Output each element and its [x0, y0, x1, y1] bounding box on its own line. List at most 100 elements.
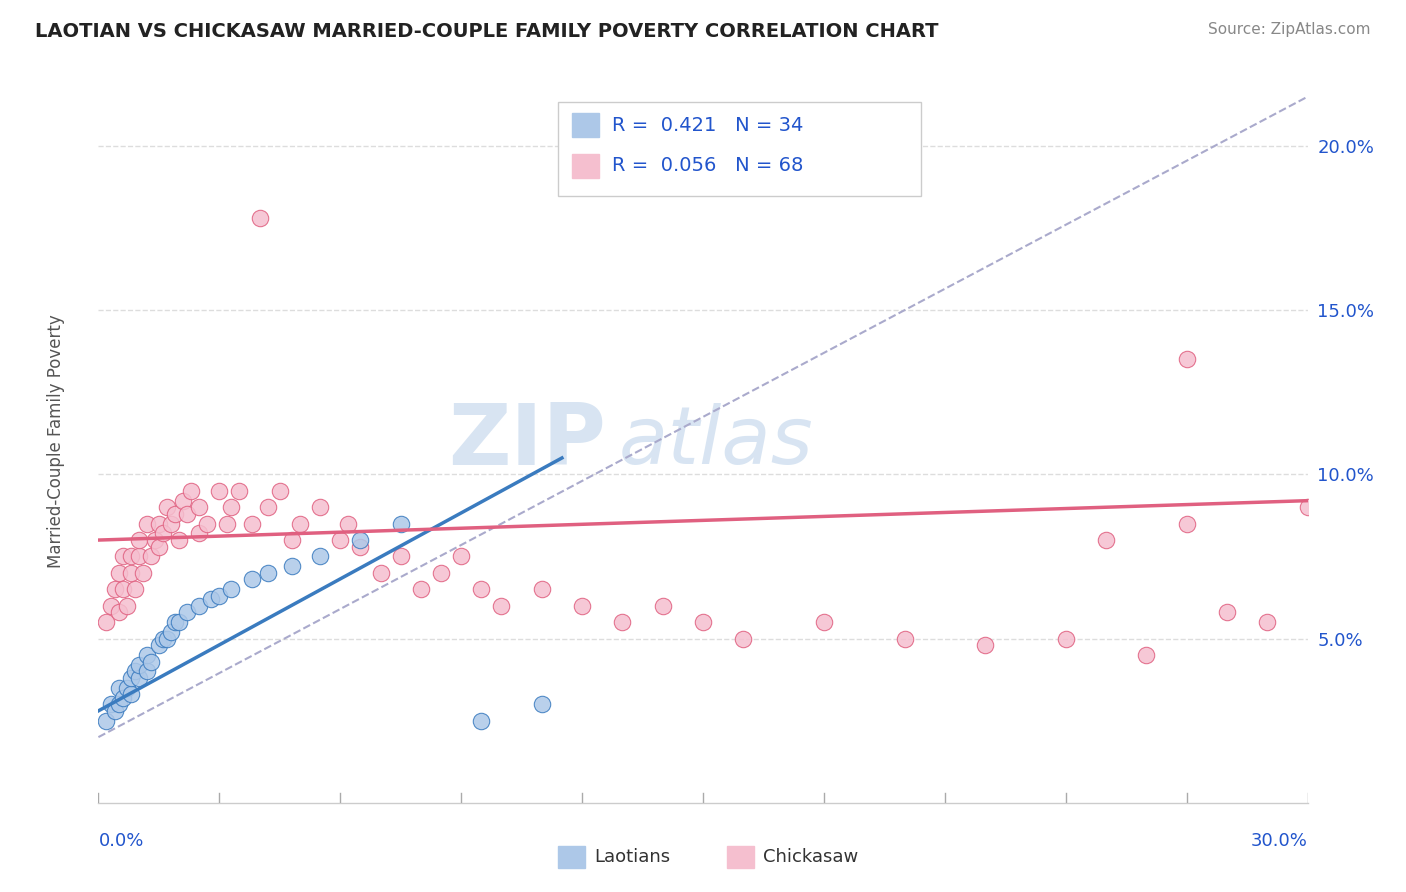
Text: Laotians: Laotians [595, 848, 671, 866]
Point [167, 615, 190, 630]
Point [96, 615, 118, 630]
Point [128, 657, 150, 672]
Point [172, 493, 194, 508]
Point [389, 549, 412, 564]
Point [148, 540, 170, 554]
Point [163, 615, 186, 630]
Point [152, 632, 174, 646]
Point [329, 533, 352, 547]
Point [111, 690, 134, 705]
Point [180, 483, 202, 498]
Point [115, 599, 138, 613]
Point [163, 507, 186, 521]
Point [176, 507, 198, 521]
Point [100, 698, 122, 712]
Point [530, 698, 553, 712]
Point [124, 582, 146, 597]
Bar [727, 847, 754, 868]
Point [195, 516, 218, 531]
Text: Source: ZipAtlas.com: Source: ZipAtlas.com [1208, 22, 1371, 37]
Point [974, 638, 997, 652]
Point [733, 632, 755, 646]
Point [692, 615, 714, 630]
Point [1256, 615, 1278, 630]
Point [221, 582, 243, 597]
FancyBboxPatch shape [558, 102, 921, 196]
Text: ZIP: ZIP [449, 400, 606, 483]
Point [389, 516, 412, 531]
Point [188, 599, 211, 613]
Text: Chickasaw: Chickasaw [763, 848, 859, 866]
Point [200, 592, 222, 607]
Point [107, 681, 129, 695]
Point [228, 483, 250, 498]
Point [309, 500, 332, 515]
Point [115, 681, 138, 695]
Point [103, 582, 125, 597]
Point [893, 632, 915, 646]
Point [651, 599, 673, 613]
Point [221, 500, 243, 515]
Point [281, 559, 304, 574]
Point [139, 655, 162, 669]
Point [128, 671, 150, 685]
Point [430, 566, 453, 580]
Point [530, 582, 553, 597]
Point [143, 533, 166, 547]
Point [188, 500, 211, 515]
Point [281, 533, 304, 547]
Text: Married-Couple Family Poverty: Married-Couple Family Poverty [46, 315, 65, 568]
Point [128, 533, 150, 547]
Text: R =  0.056   N = 68: R = 0.056 N = 68 [613, 156, 804, 175]
Point [176, 605, 198, 619]
Point [208, 589, 231, 603]
Point [1175, 352, 1198, 367]
Point [135, 665, 157, 679]
Point [167, 533, 190, 547]
Point [571, 599, 593, 613]
Point [249, 211, 271, 226]
Point [111, 582, 134, 597]
Point [111, 549, 134, 564]
Bar [572, 112, 599, 136]
Text: LAOTIAN VS CHICKASAW MARRIED-COUPLE FAMILY POVERTY CORRELATION CHART: LAOTIAN VS CHICKASAW MARRIED-COUPLE FAMI… [35, 22, 939, 41]
Point [1095, 533, 1118, 547]
Point [1175, 516, 1198, 531]
Point [120, 671, 142, 685]
Point [103, 704, 125, 718]
Point [160, 516, 183, 531]
Point [148, 638, 170, 652]
Point [188, 526, 211, 541]
Point [370, 566, 392, 580]
Point [269, 483, 291, 498]
Point [612, 615, 634, 630]
Text: 30.0%: 30.0% [1251, 831, 1308, 850]
Point [337, 516, 360, 531]
Point [107, 698, 129, 712]
Text: atlas: atlas [619, 402, 813, 481]
Point [240, 516, 263, 531]
Point [470, 714, 492, 728]
Point [1296, 500, 1319, 515]
Text: R =  0.421   N = 34: R = 0.421 N = 34 [613, 116, 804, 136]
Point [217, 516, 239, 531]
Text: 0.0%: 0.0% [98, 831, 143, 850]
Point [152, 526, 174, 541]
Point [1216, 605, 1239, 619]
Point [96, 714, 118, 728]
Point [491, 599, 513, 613]
Point [107, 566, 129, 580]
Point [1135, 648, 1157, 662]
Point [148, 516, 170, 531]
Point [156, 632, 179, 646]
Bar [558, 847, 585, 868]
Point [156, 500, 179, 515]
Point [208, 483, 231, 498]
Point [309, 549, 332, 564]
Point [240, 573, 263, 587]
Point [120, 687, 142, 701]
Point [139, 549, 162, 564]
Point [128, 549, 150, 564]
Point [450, 549, 472, 564]
Point [135, 516, 157, 531]
